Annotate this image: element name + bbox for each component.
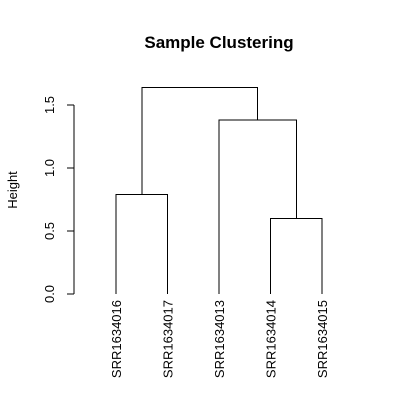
chart-title: Sample Clustering: [144, 33, 293, 52]
y-axis-label: Height: [5, 171, 20, 209]
y-tick-label: 0.5: [42, 222, 57, 240]
y-tick-label: 1.0: [42, 159, 57, 177]
leaf-label: SRR1634016: [109, 300, 124, 378]
dendrogram-link: [218, 119, 297, 294]
y-tick-label: 0.0: [42, 285, 57, 303]
dendrogram-link: [141, 86, 259, 195]
leaf-label: SRR1634014: [264, 300, 279, 378]
leaf-label: SRR1634015: [315, 300, 330, 378]
leaf-labels: SRR1634016 SRR1634017 SRR1634013 SRR1634014…: [109, 300, 330, 378]
leaf-label: SRR1634013: [212, 300, 227, 378]
leaf-label: SRR1634017: [161, 300, 176, 378]
y-tick-label: 1.5: [42, 96, 57, 114]
dendrogram-link: [115, 193, 168, 294]
dendrogram-links: [115, 86, 323, 294]
dendrogram-link: [270, 217, 323, 294]
y-axis: 0.0 0.5 1.0 1.5: [42, 96, 75, 303]
